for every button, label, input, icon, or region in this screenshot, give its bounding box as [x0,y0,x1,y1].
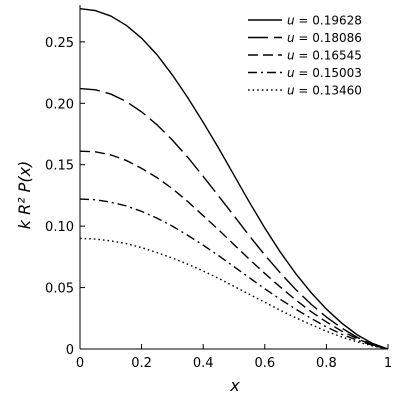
series-lines [79,7,389,350]
legend-variable: u [287,49,295,63]
legend-value: = 0.18086 [295,31,362,45]
y-tick-label: 0.10 [45,220,74,235]
y-tick-label: 0.20 [45,97,74,112]
x-tick-label: 0.6 [254,356,275,371]
legend-label-4: u = 0.15003 [287,66,362,80]
legend-label-1: u = 0.19628 [287,14,362,28]
x-tick-label: 1 [384,356,392,371]
series-line-4 [79,198,389,350]
legend-value: = 0.13460 [295,84,362,98]
series-line-1 [79,7,389,350]
legend-value: = 0.15003 [295,66,362,80]
legend-variable: u [287,66,295,80]
axes [79,5,388,350]
y-tick-label: 0.05 [45,282,74,297]
y-tick-label: 0.15 [45,159,74,174]
legend-label-5: u = 0.13460 [287,84,362,98]
x-tick-label: 0 [76,356,84,371]
x-axis-label: x [229,376,240,395]
legend-variable: u [287,14,295,28]
y-tick-label: 0 [66,343,74,358]
y-tick-label: 0.25 [45,36,74,51]
legend-variable: u [287,84,295,98]
series-line-3 [79,150,389,350]
legend-value: = 0.16545 [295,49,362,63]
ticks: 0 0.2 0.4 0.6 0.8 1 0 0.05 0.10 0.15 0.20 0.25 [45,36,392,371]
legend-label-2: u = 0.18086 [287,31,362,45]
legend-value: = 0.19628 [295,14,362,28]
series-line-2 [79,87,389,350]
x-tick-label: 0.8 [316,356,337,371]
legend-variable: u [287,31,295,45]
series-line-5 [79,237,389,350]
x-tick-label: 0.2 [131,356,152,371]
legend-label-3: u = 0.16545 [287,49,362,63]
y-axis-label: k R² P(x) [15,161,34,230]
x-tick-label: 0.4 [193,356,214,371]
